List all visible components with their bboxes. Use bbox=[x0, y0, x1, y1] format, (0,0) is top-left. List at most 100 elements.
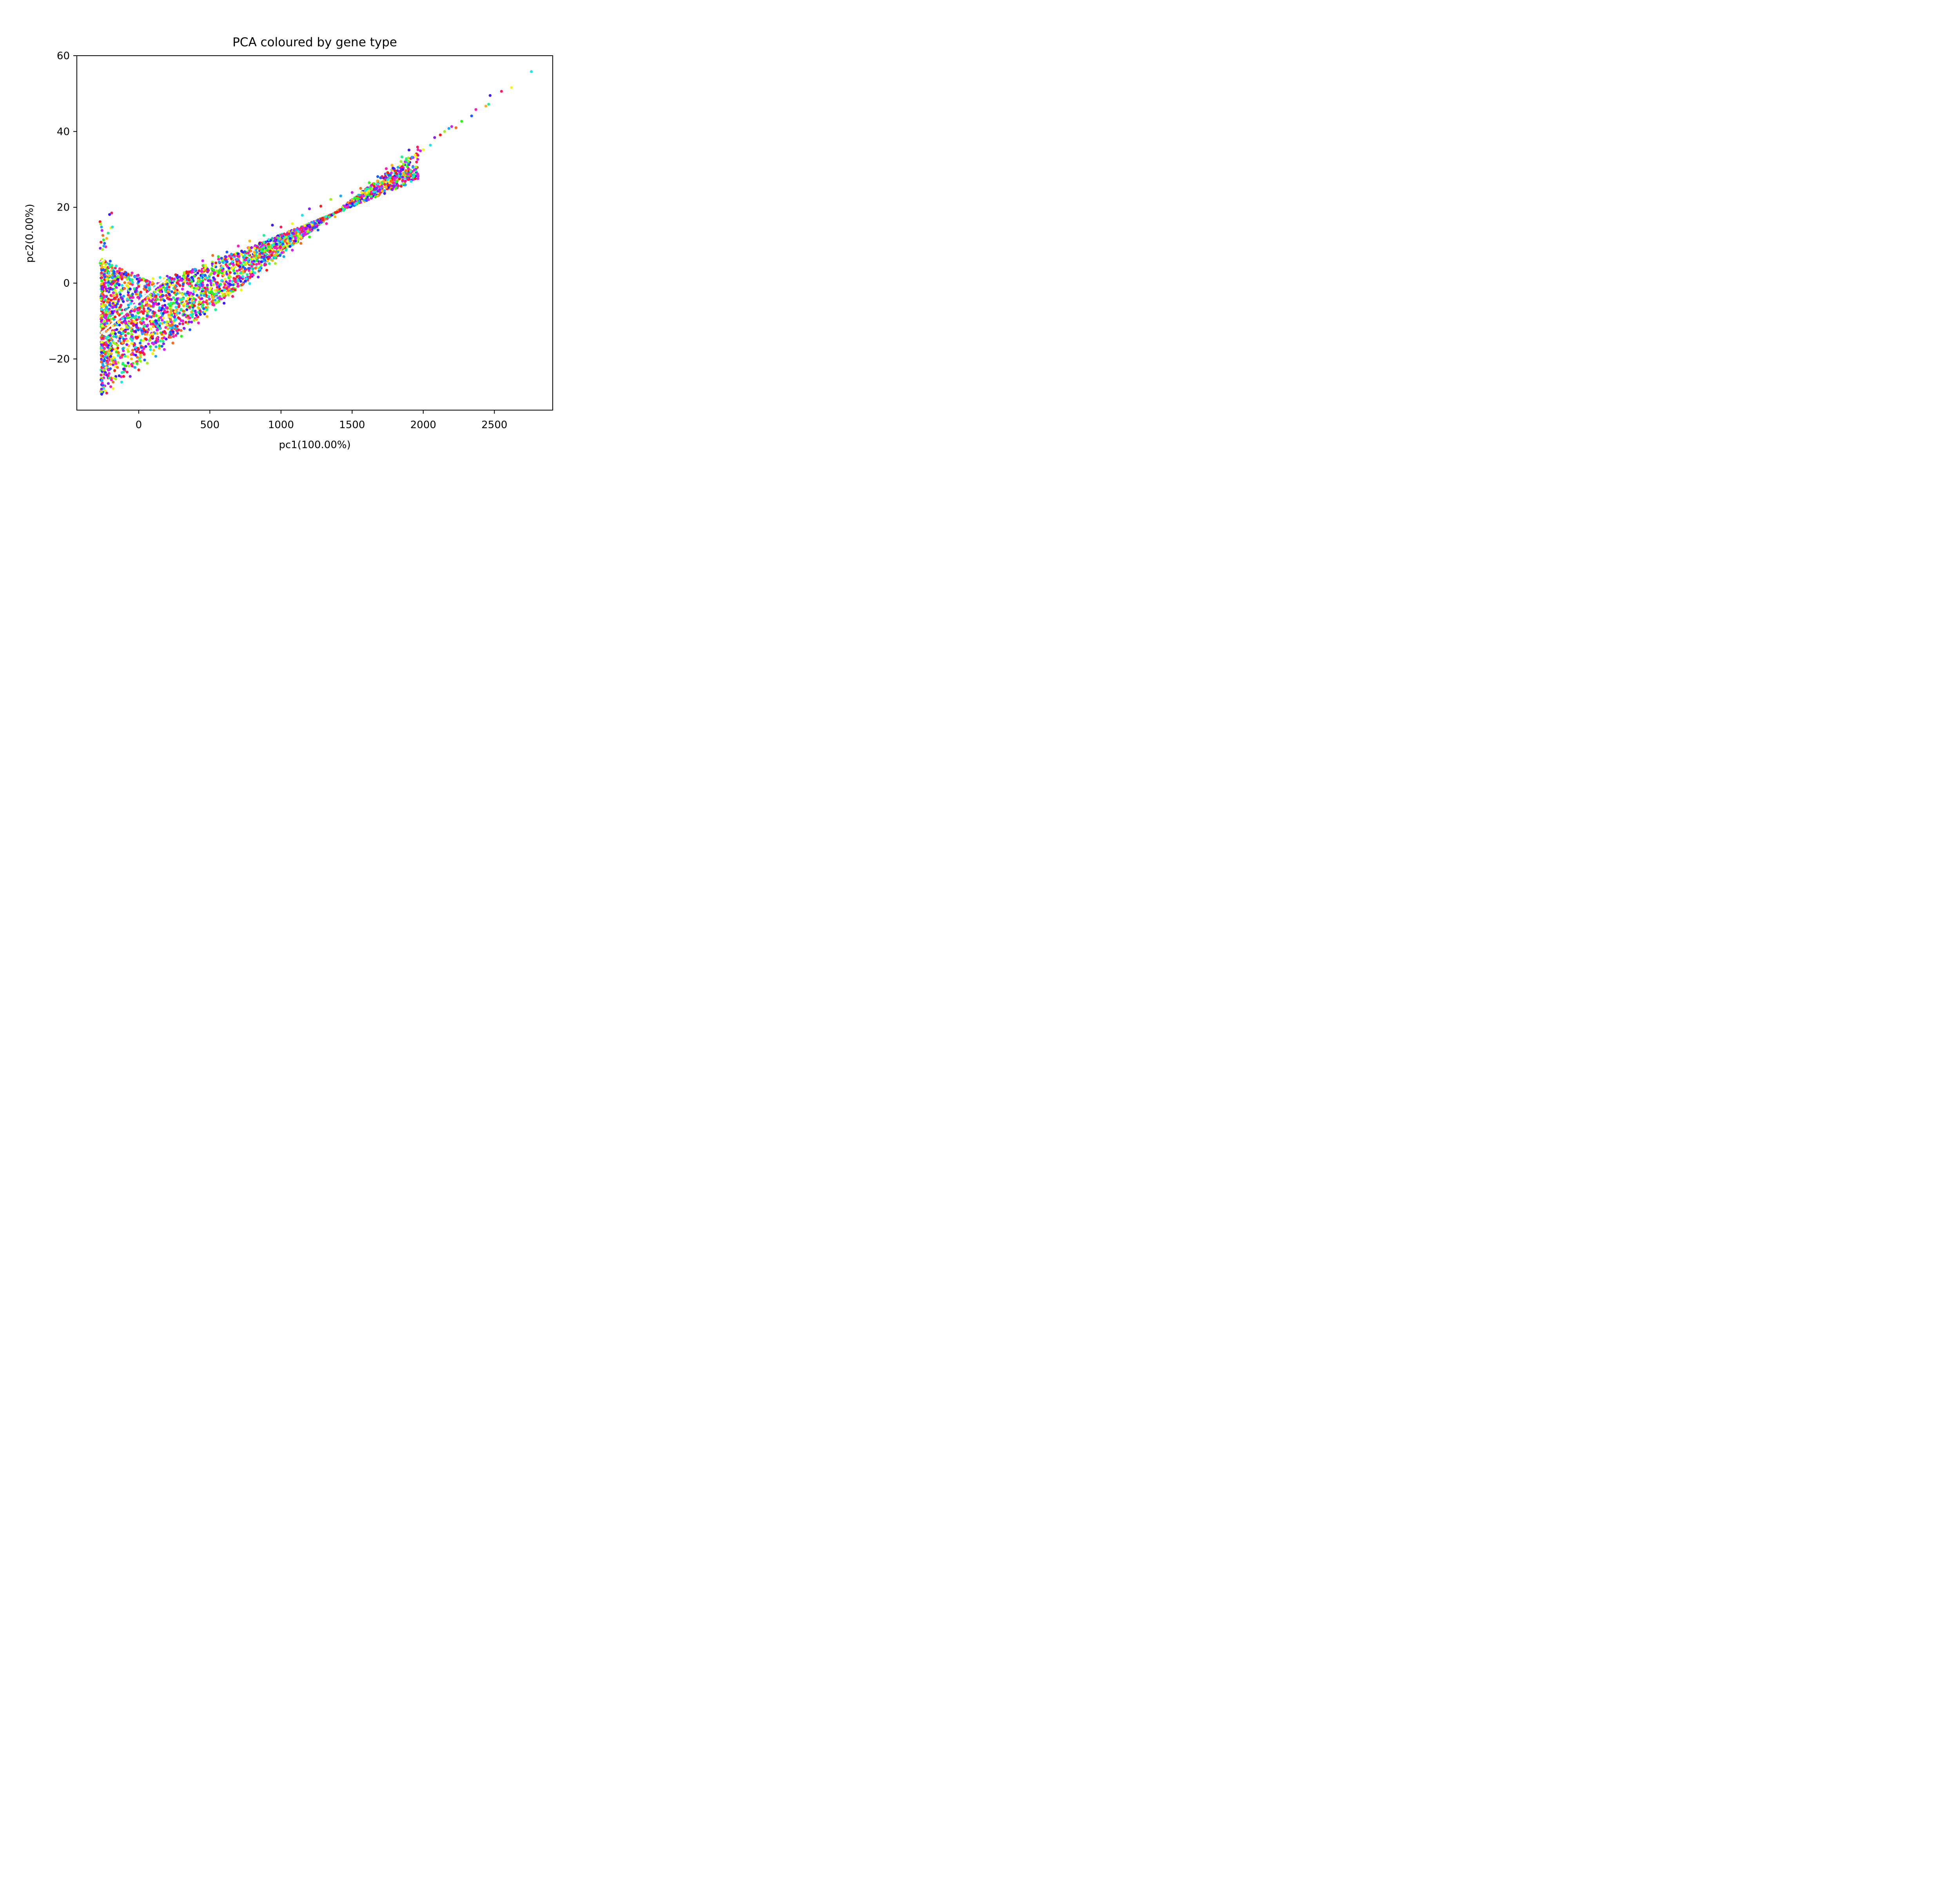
data-point bbox=[220, 266, 223, 269]
data-point bbox=[125, 343, 129, 346]
data-point bbox=[129, 302, 132, 305]
data-point bbox=[101, 383, 104, 387]
data-point bbox=[114, 289, 117, 292]
data-point bbox=[142, 329, 146, 332]
data-point bbox=[299, 227, 303, 230]
data-point bbox=[130, 327, 133, 330]
data-point bbox=[154, 345, 158, 349]
data-point bbox=[264, 263, 267, 266]
data-point bbox=[117, 331, 120, 334]
data-point bbox=[100, 343, 103, 346]
data-point bbox=[152, 325, 155, 328]
data-point bbox=[126, 339, 129, 342]
data-point bbox=[125, 284, 128, 287]
data-point bbox=[404, 183, 407, 187]
data-point bbox=[116, 354, 120, 357]
data-point bbox=[109, 298, 113, 302]
data-point bbox=[151, 298, 154, 301]
data-point bbox=[130, 357, 133, 360]
data-point bbox=[156, 298, 159, 301]
data-point bbox=[149, 345, 152, 348]
data-point bbox=[399, 160, 403, 163]
data-point bbox=[211, 254, 214, 257]
data-point bbox=[110, 349, 113, 352]
chart-container: PCA coloured by gene type 0 500 1000 1500 20… bbox=[0, 0, 608, 456]
data-point bbox=[291, 222, 294, 225]
data-point bbox=[157, 318, 160, 321]
data-point bbox=[172, 335, 175, 338]
data-point bbox=[109, 342, 112, 345]
data-point bbox=[375, 187, 378, 191]
data-point bbox=[161, 340, 165, 343]
data-point bbox=[346, 205, 349, 208]
data-point bbox=[182, 304, 185, 307]
data-point bbox=[163, 348, 166, 351]
data-point bbox=[283, 240, 287, 243]
data-point bbox=[292, 232, 295, 235]
data-point bbox=[196, 287, 200, 290]
data-point bbox=[393, 169, 396, 172]
data-point bbox=[136, 336, 139, 339]
data-point bbox=[137, 280, 140, 283]
data-point bbox=[132, 287, 136, 290]
data-point bbox=[407, 163, 410, 166]
data-point bbox=[274, 256, 277, 259]
data-point bbox=[311, 221, 314, 224]
data-point bbox=[199, 313, 202, 316]
data-point bbox=[228, 291, 231, 294]
data-point bbox=[105, 343, 108, 347]
data-point bbox=[192, 275, 196, 278]
chart-title: PCA coloured by gene type bbox=[232, 35, 397, 49]
data-point bbox=[474, 108, 477, 111]
data-point bbox=[155, 337, 158, 340]
data-point bbox=[168, 292, 171, 296]
data-point bbox=[206, 287, 209, 290]
data-point bbox=[159, 298, 162, 302]
data-point bbox=[174, 305, 178, 309]
data-point bbox=[325, 222, 328, 225]
data-point bbox=[227, 285, 230, 288]
data-point bbox=[105, 289, 108, 292]
data-point bbox=[238, 265, 241, 268]
data-point bbox=[136, 308, 140, 312]
data-point bbox=[137, 347, 140, 350]
data-point bbox=[233, 272, 236, 275]
data-point bbox=[248, 282, 251, 285]
data-point bbox=[180, 279, 183, 282]
data-point bbox=[205, 299, 208, 302]
data-point bbox=[100, 241, 103, 244]
data-point bbox=[143, 352, 146, 356]
data-point bbox=[127, 322, 130, 325]
data-point bbox=[387, 173, 390, 177]
data-point bbox=[263, 250, 266, 253]
data-point bbox=[194, 309, 197, 313]
data-point bbox=[176, 311, 180, 314]
data-point bbox=[201, 279, 204, 282]
data-point bbox=[202, 300, 205, 303]
data-point bbox=[257, 254, 260, 258]
data-point bbox=[216, 301, 219, 304]
data-point bbox=[181, 287, 184, 291]
data-point bbox=[116, 302, 119, 305]
data-point bbox=[131, 271, 134, 274]
data-point bbox=[116, 347, 120, 350]
data-point bbox=[205, 308, 209, 311]
data-point bbox=[387, 186, 390, 189]
data-point bbox=[203, 294, 206, 297]
data-point bbox=[103, 275, 106, 278]
data-point bbox=[419, 149, 422, 153]
data-point bbox=[100, 316, 103, 320]
data-point bbox=[245, 273, 249, 276]
data-point bbox=[350, 191, 354, 194]
data-point bbox=[232, 269, 235, 272]
data-point bbox=[151, 342, 154, 345]
data-point bbox=[262, 241, 265, 244]
data-point bbox=[217, 258, 220, 261]
data-point bbox=[296, 238, 300, 242]
data-point bbox=[140, 339, 143, 342]
data-point bbox=[105, 306, 108, 309]
data-point bbox=[367, 198, 370, 201]
data-point bbox=[402, 162, 405, 166]
data-point bbox=[232, 283, 235, 287]
data-point bbox=[163, 288, 167, 291]
